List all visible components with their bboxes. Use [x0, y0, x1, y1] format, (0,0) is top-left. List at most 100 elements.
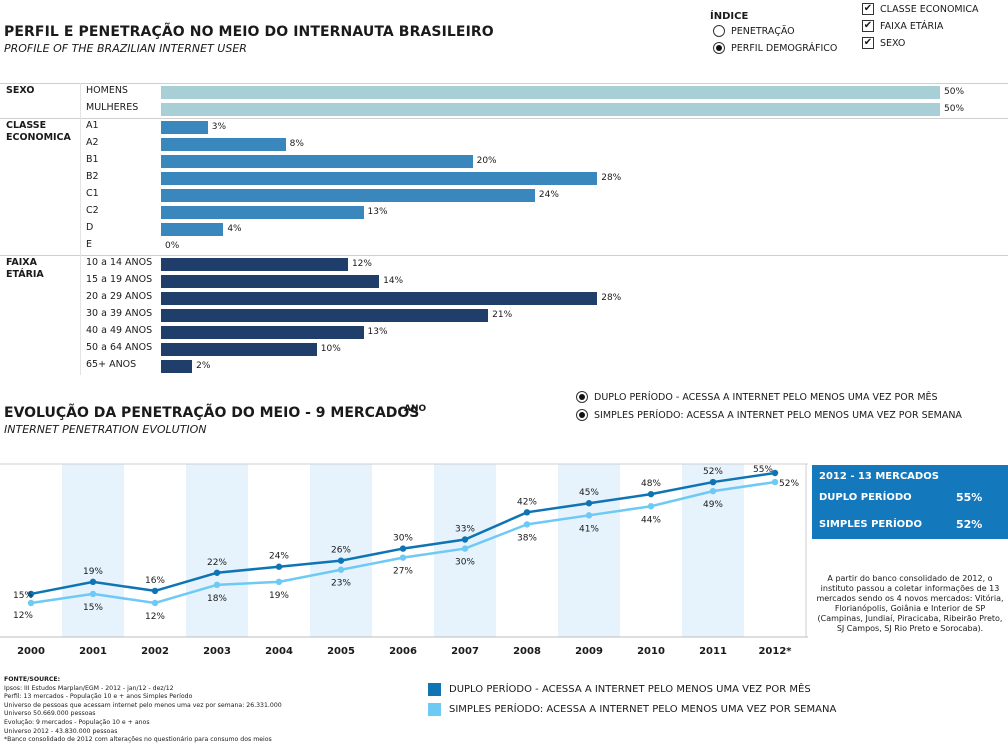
data-label: 45%: [579, 488, 599, 498]
checkbox-faixa-etaria[interactable]: ✔ FAIXA ETÁRIA: [862, 20, 943, 32]
category-label: C1: [86, 188, 99, 199]
column-band: [62, 464, 124, 637]
data-point: [771, 478, 779, 486]
data-point: [213, 569, 221, 576]
source-line: Perfil: 13 mercados - População 10 e + a…: [4, 693, 193, 701]
x-tick-label: 2005: [327, 646, 355, 657]
data-point: [523, 509, 531, 516]
indice-label: ÍNDICE: [710, 11, 749, 22]
category-label: D: [86, 222, 94, 233]
bar-value-label: 28%: [601, 293, 622, 303]
source-line: *Banco consolidado de 2012 com alteraçõe…: [4, 736, 272, 744]
category-label: 20 a 29 ANOS: [86, 291, 153, 302]
methodology-note: A partir do banco consolidado de 2012, o…: [816, 574, 1004, 633]
radio-circle-icon[interactable]: [713, 42, 725, 54]
data-point: [275, 578, 283, 586]
checkbox-checked-icon[interactable]: ✔: [862, 37, 874, 49]
group-divider: [80, 255, 81, 375]
radio-duplo-periodo[interactable]: DUPLO PERÍODO - ACESSA A INTERNET PELO M…: [576, 391, 938, 403]
checkbox-faixa-label: FAIXA ETÁRIA: [880, 20, 944, 32]
x-tick-label: 2011: [699, 646, 727, 657]
evolution-title: EVOLUÇÃO DA PENETRAÇÃO DO MEIO - 9 MERCA…: [4, 405, 420, 421]
bar-10-a-14-anos: [161, 258, 348, 271]
data-point: [709, 487, 717, 495]
group-label-sexo: SEXO: [6, 85, 35, 96]
bar-50-a-64-anos: [161, 343, 317, 356]
data-label: 19%: [269, 591, 289, 601]
data-label: 19%: [83, 567, 103, 577]
panel-title: 2012 - 13 MERCADOS: [819, 471, 939, 482]
data-label: 48%: [641, 479, 661, 489]
bar-value-label: 13%: [367, 207, 388, 217]
bar-value-label: 3%: [211, 122, 227, 132]
data-label: 12%: [145, 612, 165, 622]
category-label: 65+ ANOS: [86, 359, 137, 370]
category-label: C2: [86, 205, 99, 216]
data-point: [399, 545, 407, 552]
evolution-ano-label: ANO: [404, 404, 427, 414]
x-tick-label: 2001: [79, 646, 107, 657]
x-tick-label: 2010: [637, 646, 665, 657]
summary-panel: 2012 - 13 MERCADOS DUPLO PERÍODO 55% SIM…: [812, 465, 1008, 539]
radio-perfil-demografico[interactable]: PERFIL DEMOGRÁFICO: [713, 42, 837, 54]
data-label: 24%: [269, 552, 289, 562]
data-point: [275, 563, 283, 570]
bar-d: [161, 223, 224, 236]
x-tick-label: 2006: [389, 646, 417, 657]
data-point: [647, 490, 655, 498]
data-point: [89, 578, 97, 586]
group-divider: [80, 118, 81, 255]
radio-circle-icon[interactable]: [576, 391, 588, 403]
evolution-subtitle: INTERNET PENETRATION EVOLUTION: [4, 423, 207, 436]
radio-penetracao-label: PENETRAÇÃO: [731, 25, 795, 37]
radio-circle-icon[interactable]: [576, 409, 588, 421]
data-label: 52%: [779, 479, 799, 489]
data-point: [27, 599, 35, 607]
data-point: [771, 469, 779, 477]
data-point: [213, 581, 221, 589]
data-point: [27, 590, 35, 598]
radio-circle-icon[interactable]: [713, 25, 725, 37]
group-divider: [80, 83, 81, 118]
data-label: 44%: [641, 515, 661, 525]
data-label: 15%: [13, 591, 33, 601]
data-label: 16%: [145, 576, 165, 586]
checkbox-checked-icon[interactable]: ✔: [862, 3, 874, 15]
data-label: 49%: [703, 500, 723, 510]
group-separator: [0, 83, 1008, 84]
radio-penetracao[interactable]: PENETRAÇÃO: [713, 25, 795, 37]
x-tick-label: 2003: [203, 646, 231, 657]
group-label-faixa-etaria: FAIXA ETÁRIA: [6, 257, 44, 280]
source-heading: FONTE/SOURCE:: [4, 676, 61, 683]
radio-simples-periodo[interactable]: SIMPLES PERÍODO: ACESSA A INTERNET PELO …: [576, 409, 962, 421]
checkbox-classe-economica[interactable]: ✔ CLASSE ECONOMICA: [862, 3, 979, 15]
column-band: [558, 464, 620, 637]
x-tick-label: 2009: [575, 646, 603, 657]
data-label: 41%: [579, 524, 599, 534]
bar-b2: [161, 172, 598, 185]
data-label: 22%: [207, 558, 227, 568]
checkbox-checked-icon[interactable]: ✔: [862, 20, 874, 32]
group-separator: [0, 255, 1008, 256]
radio-duplo-label: DUPLO PERÍODO - ACESSA A INTERNET PELO M…: [594, 391, 938, 403]
checkbox-sexo[interactable]: ✔ SEXO: [862, 37, 905, 49]
page-title: PERFIL E PENETRAÇÃO NO MEIO DO INTERNAUT…: [4, 24, 494, 40]
source-line: Evolução: 9 mercados - População 10 e + …: [4, 718, 150, 726]
category-label: MULHERES: [86, 102, 139, 113]
data-point: [647, 503, 655, 510]
bar-value-label: 50%: [944, 87, 965, 97]
data-label: 12%: [13, 611, 33, 621]
category-label: HOMENS: [86, 85, 128, 96]
bar-b1: [161, 155, 473, 168]
data-point: [585, 512, 593, 519]
bar-c1: [161, 189, 535, 202]
category-label: 10 a 14 ANOS: [86, 257, 153, 268]
data-label: 23%: [331, 579, 351, 589]
data-point: [585, 500, 593, 507]
panel-duplo-value: 55%: [956, 491, 983, 504]
data-point: [399, 554, 407, 561]
bar-20-a-29-anos: [161, 292, 598, 305]
x-tick-label: 2002: [141, 646, 169, 657]
x-tick-label: 2007: [451, 646, 479, 657]
bar-value-label: 10%: [320, 344, 341, 354]
